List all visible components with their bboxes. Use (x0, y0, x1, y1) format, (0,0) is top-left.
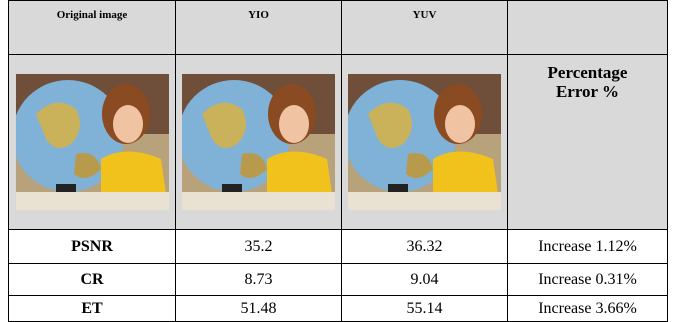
metric-label: CR (9, 264, 176, 296)
header-cell: YIO (176, 1, 342, 55)
data-cell: 51.48 (176, 296, 342, 322)
data-cell: 35.2 (176, 230, 342, 264)
image (16, 74, 169, 210)
page: Original image YIO YUV Percentage Error … (0, 0, 675, 314)
header-row: Original image YIO YUV (9, 1, 668, 55)
data-cell: Increase 0.31% (508, 264, 668, 296)
data-cell: 36.32 (342, 230, 508, 264)
data-cell: Increase 1.12% (508, 230, 668, 264)
data-cell: 8.73 (176, 264, 342, 296)
image-cell (342, 55, 508, 230)
header-cell (508, 1, 668, 55)
image-cell (9, 55, 176, 230)
percentage-error-label: Percentage Error % (508, 55, 668, 230)
metric-label: ET (9, 296, 176, 322)
header-cell: YUV (342, 1, 508, 55)
image (348, 74, 501, 210)
data-cell: 55.14 (342, 296, 508, 322)
image-row: Percentage Error % (9, 55, 668, 230)
image (182, 74, 335, 210)
data-cell: Increase 3.66% (508, 296, 668, 322)
metric-label: PSNR (9, 230, 176, 264)
header-cell: Original image (9, 1, 176, 55)
data-cell: 9.04 (342, 264, 508, 296)
image-cell (176, 55, 342, 230)
comparison-table: Original image YIO YUV Percentage Error … (8, 0, 668, 322)
